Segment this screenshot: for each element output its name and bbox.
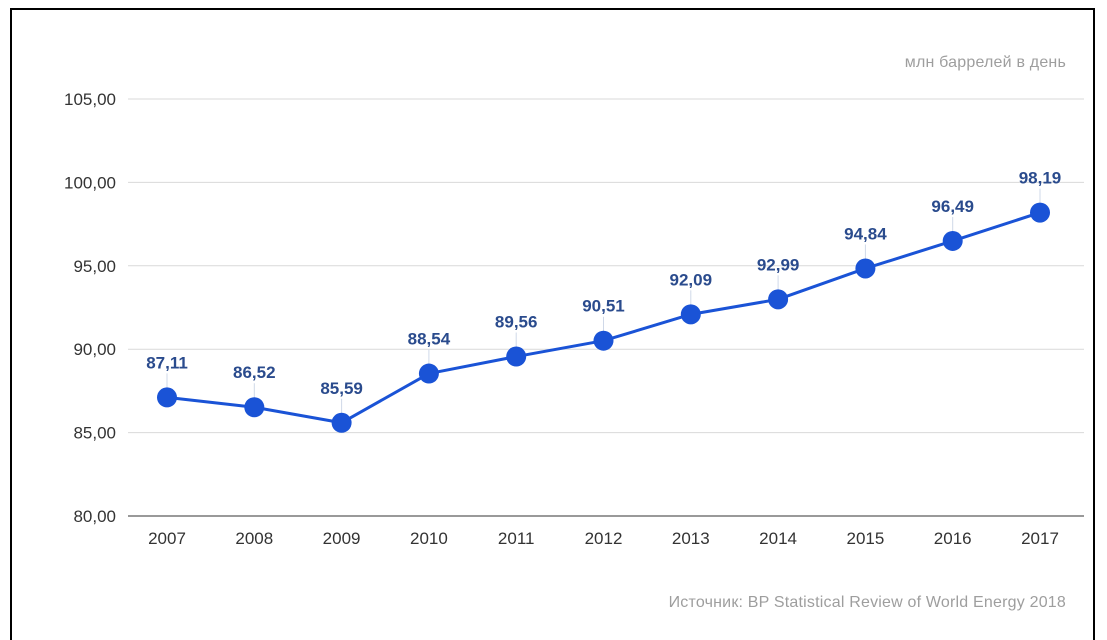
data-point xyxy=(593,330,614,351)
source-note: Источник: BP Statistical Review of World… xyxy=(668,594,1066,611)
x-tick-label: 2016 xyxy=(934,529,972,548)
data-label: 92,99 xyxy=(757,255,800,274)
data-label: 92,09 xyxy=(670,270,713,289)
data-point xyxy=(244,397,265,418)
x-tick-label: 2009 xyxy=(323,529,361,548)
x-tick-label: 2017 xyxy=(1021,529,1059,548)
data-point xyxy=(157,387,177,408)
data-label: 89,56 xyxy=(495,313,538,332)
y-tick-label: 100,00 xyxy=(64,173,116,192)
data-label: 94,84 xyxy=(844,224,887,243)
data-point xyxy=(506,346,527,367)
data-point xyxy=(942,230,963,251)
data-point xyxy=(680,304,701,325)
x-tick-label: 2008 xyxy=(235,529,273,548)
y-tick-label: 105,00 xyxy=(64,90,116,109)
data-label: 90,51 xyxy=(582,297,625,316)
x-tick-label: 2015 xyxy=(846,529,884,548)
data-point xyxy=(331,412,352,433)
line-chart: 80,00 85,00 90,00 95,00 100,00 105,00 2007 2008… xyxy=(64,90,1084,548)
chart-frame: млн баррелей в день 80,00 85,00 90,00 95,00… xyxy=(10,8,1095,640)
x-tick-label: 2007 xyxy=(148,529,186,548)
x-tick-label: 2010 xyxy=(410,529,448,548)
data-label: 85,59 xyxy=(320,379,363,398)
data-label: 86,52 xyxy=(233,363,276,382)
y-tick-label: 95,00 xyxy=(73,257,116,276)
data-label: 96,49 xyxy=(931,197,974,216)
data-label: 88,54 xyxy=(408,330,451,349)
y-tick-label: 80,00 xyxy=(73,507,116,526)
data-point xyxy=(1030,202,1050,223)
x-tick-label: 2013 xyxy=(672,529,710,548)
y-tick-label: 85,00 xyxy=(73,424,116,443)
data-point xyxy=(768,289,789,310)
x-tick-label: 2014 xyxy=(759,529,797,548)
unit-label: млн баррелей в день xyxy=(904,54,1066,71)
x-tick-label: 2011 xyxy=(498,529,535,548)
x-tick-label: 2012 xyxy=(585,529,623,548)
data-label: 87,11 xyxy=(146,353,188,372)
data-point xyxy=(855,258,876,279)
data-label: 98,19 xyxy=(1019,169,1062,188)
y-tick-label: 90,00 xyxy=(73,340,116,359)
data-point xyxy=(418,363,439,384)
